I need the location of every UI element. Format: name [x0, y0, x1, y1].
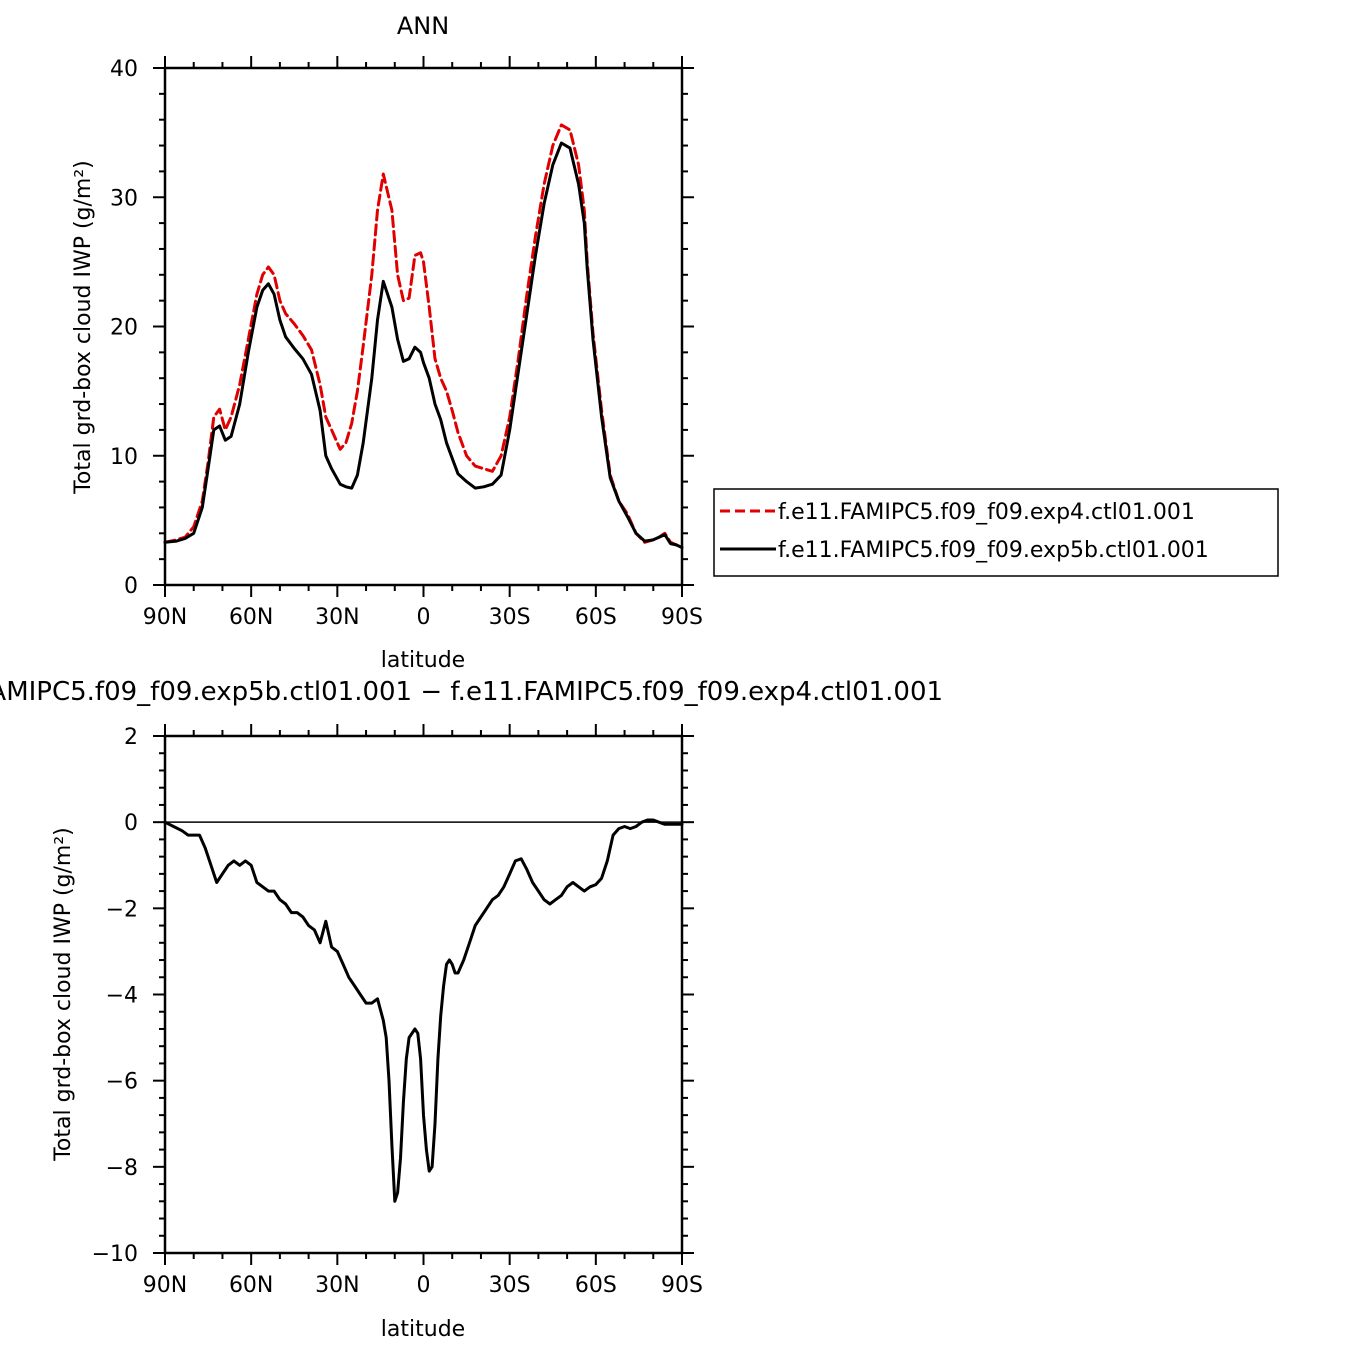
y-tick-label: 10 [110, 445, 138, 470]
legend-label-exp5b: f.e11.FAMIPC5.f09_f09.exp5b.ctl01.001 [778, 538, 1209, 563]
y-tick-label: 20 [110, 316, 138, 341]
y-tick-label: 40 [110, 57, 138, 82]
series-line-exp5b [163, 141, 684, 549]
y-tick-label: 2 [124, 725, 138, 750]
y-tick-label: −2 [106, 897, 138, 922]
x-tick-label: 0 [417, 1273, 431, 1298]
x-tick-label: 30S [489, 1273, 531, 1298]
x-tick-label: 0 [417, 605, 431, 630]
y-tick-label: −10 [92, 1242, 138, 1267]
x-tick-label: 30N [315, 1273, 359, 1298]
x-tick-label: 90N [143, 605, 187, 630]
legend: f.e11.FAMIPC5.f09_f09.exp4.ctl01.001 f.e… [713, 488, 1279, 577]
top-y-axis-label: Total grd-box cloud IWP (g/m²) [71, 160, 96, 495]
top-chart-title: ANN [397, 12, 449, 40]
y-tick-label: −8 [106, 1156, 138, 1181]
top-plot-frame [163, 66, 684, 587]
y-tick-label: 30 [110, 186, 138, 211]
series-line-exp4 [163, 123, 684, 549]
bottom-axis-ticks [153, 724, 694, 1265]
bottom-chart-title: f.e11.FAMIPC5.f09_f09.exp5b.ctl01.001 − … [0, 677, 943, 707]
top-x-axis-label: latitude [381, 648, 465, 673]
x-tick-label: 90N [143, 1273, 187, 1298]
bottom-y-axis-label: Total grd-box cloud IWP (g/m²) [51, 827, 76, 1162]
bottom-series-group [163, 818, 684, 1203]
bottom-panel: f.e11.FAMIPC5.f09_f09.exp5b.ctl01.001 − … [0, 677, 943, 1342]
x-tick-label: 90S [661, 1273, 703, 1298]
top-axis-ticks [153, 56, 694, 597]
bottom-tick-labels: 90N 60N 30N 0 30S 60S 90S −10 −8 −6 −4 −2 0 2 [92, 725, 703, 1298]
y-tick-label: −6 [106, 1070, 138, 1095]
series-line-difference [163, 818, 684, 1203]
y-tick-label: −4 [106, 984, 138, 1009]
x-tick-label: 60S [575, 605, 617, 630]
y-tick-label: 0 [124, 574, 138, 599]
bottom-plot-frame [163, 734, 684, 1255]
legend-box [713, 488, 1279, 577]
y-tick-label: 0 [124, 811, 138, 836]
legend-label-exp4: f.e11.FAMIPC5.f09_f09.exp4.ctl01.001 [778, 500, 1195, 525]
x-tick-label: 90S [661, 605, 703, 630]
top-tick-labels: 90N 60N 30N 0 30S 60S 90S 0 10 20 30 40 [110, 57, 703, 630]
x-tick-label: 60N [229, 605, 273, 630]
bottom-x-axis-label: latitude [381, 1317, 465, 1342]
x-tick-label: 60S [575, 1273, 617, 1298]
x-tick-label: 30S [489, 605, 531, 630]
top-series-group [163, 123, 684, 549]
top-panel: ANN 90N 60N 30N 0 30S 60S 90S 0 10 20 30 40 latitud… [71, 12, 1279, 673]
x-tick-label: 60N [229, 1273, 273, 1298]
x-tick-label: 30N [315, 605, 359, 630]
